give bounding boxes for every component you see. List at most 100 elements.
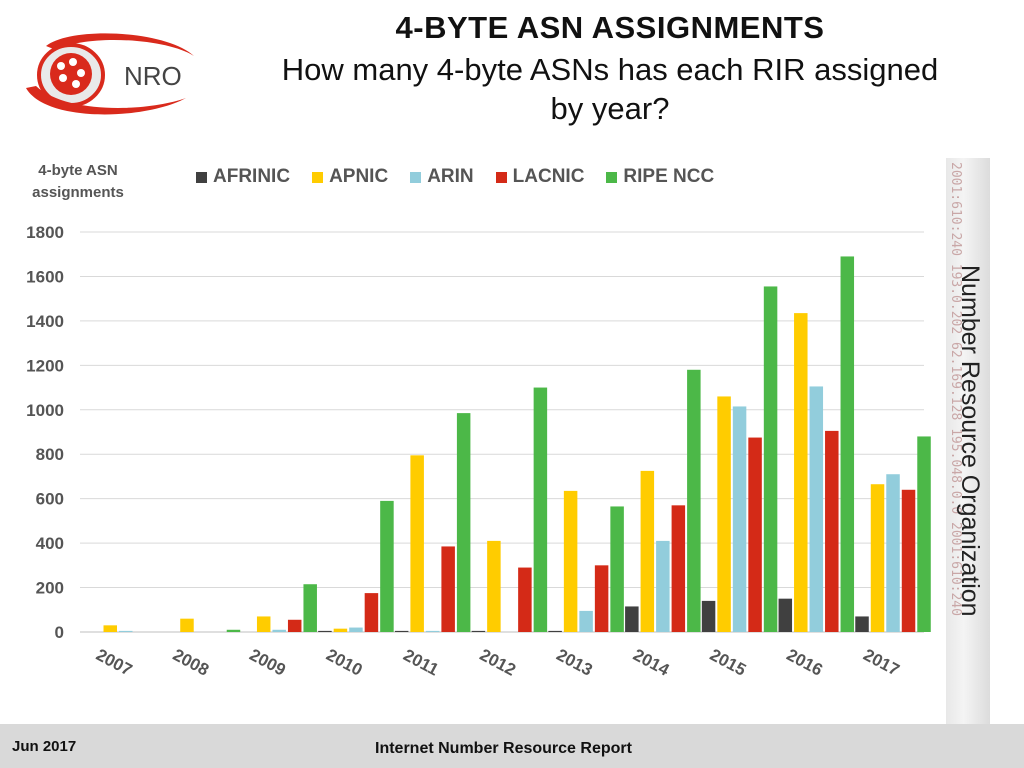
x-tick-label: 2009 [246, 645, 288, 680]
bar-afrinic-2017 [855, 616, 869, 632]
bar-apnic-2012 [487, 540, 501, 632]
legend-item-afrinic: AFRINIC [196, 166, 290, 188]
legend-label-afrinic: AFRINIC [213, 166, 291, 187]
legend-item-arin: ARIN [410, 166, 474, 188]
bar-lacnic-2013 [594, 565, 609, 632]
y-tick-label: 0 [55, 623, 64, 642]
logo-swoosh-top [46, 33, 194, 56]
bar-arin-2011 [425, 630, 440, 632]
bar-arin-2013 [579, 610, 593, 632]
chart-legend: AFRINIC APNIC ARIN LACNIC RIPE NCC [196, 166, 714, 188]
legend-item-apnic: APNIC [312, 166, 388, 188]
bar-apnic-2009 [256, 616, 271, 632]
bar-ripe-ncc-2015 [763, 286, 778, 632]
x-tick-label: 2012 [477, 645, 519, 680]
side-banner-ghost-text: 2001:610:240 193.0.202 62.169.128 195.04… [948, 162, 963, 616]
bar-apnic-2008 [180, 618, 194, 632]
legend-item-lacnic: LACNIC [495, 166, 585, 188]
bar-ripe-ncc-2012 [533, 387, 548, 632]
bar-lacnic-2016 [825, 430, 839, 632]
bar-lacnic-2014 [671, 505, 686, 632]
x-tick-label: 2015 [707, 645, 749, 680]
logo-dot [69, 58, 77, 66]
logo-dot [72, 80, 80, 88]
legend-swatch-apnic [312, 171, 324, 183]
side-banner-background: 2001:610:240 193.0.202 62.169.128 195.04… [946, 158, 990, 724]
bar-ripe-ncc-2013 [610, 506, 624, 632]
logo-dot [59, 74, 67, 82]
y-axis-title-line-2: assignments [32, 184, 124, 201]
bar-arin-2015 [732, 406, 747, 632]
legend-item-ripe-ncc: RIPE NCC [606, 166, 714, 188]
subtitle-line-2: by year? [550, 91, 670, 126]
bar-apnic-2011 [410, 455, 424, 632]
bar-apnic-2017 [870, 484, 885, 632]
legend-label-ripe-ncc: RIPE NCC [623, 166, 715, 187]
bar-apnic-2010 [333, 628, 348, 632]
bar-apnic-2015 [717, 396, 731, 632]
logo-text: NRO [124, 61, 182, 91]
page-title: 4-BYTE ASN ASSIGNMENTS [395, 10, 825, 45]
x-tick-label: 2016 [784, 645, 826, 680]
x-tick-label: 2014 [630, 645, 673, 680]
bar-afrinic-2015 [701, 600, 716, 632]
bar-ripe-ncc-2014 [687, 369, 701, 632]
x-tick-label: 2017 [860, 645, 902, 680]
logo-dot [77, 69, 85, 77]
x-tick-label: 2007 [93, 645, 135, 680]
legend-swatch-arin [410, 171, 422, 183]
bar-arin-2017 [886, 474, 900, 632]
bar-arin-2007 [119, 630, 133, 632]
x-tick-label: 2011 [400, 645, 441, 679]
bar-afrinic-2014 [625, 606, 639, 632]
y-axis-title-line-1: 4-byte ASN [38, 162, 118, 179]
subtitle-line-1: How many 4-byte ASNs has each RIR assign… [281, 52, 939, 87]
legend-label-lacnic: LACNIC [512, 166, 585, 187]
bar-apnic-2013 [563, 490, 578, 632]
legend-label-arin: ARIN [427, 166, 474, 187]
bar-arin-2009 [272, 629, 286, 632]
x-tick-label: 2008 [170, 645, 212, 680]
bar-ripe-ncc-2008 [226, 629, 241, 632]
bar-afrinic-2012 [471, 630, 486, 632]
y-tick-label: 1000 [26, 401, 64, 420]
y-tick-label: 200 [36, 579, 64, 598]
bar-ripe-ncc-2009 [303, 584, 317, 632]
bar-ripe-ncc-2017 [917, 436, 931, 632]
x-tick-label: 2013 [553, 645, 595, 680]
legend-label-apnic: APNIC [329, 166, 389, 187]
bar-lacnic-2017 [901, 489, 916, 632]
logo-swoosh-bottom [26, 86, 186, 115]
legend-swatch-ripe-ncc [606, 171, 618, 183]
bar-lacnic-2011 [441, 546, 455, 632]
side-banner-text: Number Resource Organization [956, 265, 984, 617]
bar-afrinic-2010 [318, 630, 332, 632]
y-tick-label: 600 [36, 490, 64, 509]
y-axis-title: 4-byte ASN assignments [18, 160, 138, 204]
bar-ripe-ncc-2011 [456, 413, 471, 632]
bar-arin-2014 [656, 540, 670, 632]
bar-afrinic-2013 [548, 630, 562, 632]
bar-ripe-ncc-2016 [840, 256, 855, 632]
footer-date: Jun 2017 [12, 738, 77, 755]
y-tick-label: 1800 [26, 223, 64, 242]
bar-lacnic-2010 [364, 593, 379, 632]
bar-apnic-2014 [640, 470, 655, 632]
bar-lacnic-2015 [748, 437, 762, 632]
bar-ripe-ncc-2010 [380, 500, 394, 632]
footer-bar: Jun 2017 Internet Number Resource Report [0, 724, 1024, 768]
title-block: 4-BYTE ASN ASSIGNMENTS How many 4-byte A… [230, 10, 990, 128]
legend-swatch-lacnic [495, 171, 507, 183]
bar-lacnic-2012 [518, 567, 532, 632]
y-tick-label: 800 [36, 445, 64, 464]
bar-chart: 0 200 400 600 800 1000 1200 1400 1600 1800 2007 200… [26, 223, 931, 680]
legend-swatch-afrinic [196, 171, 207, 183]
bar-apnic-2007 [103, 625, 117, 632]
bar-afrinic-2011 [394, 630, 409, 632]
x-tick-label: 2010 [323, 645, 365, 680]
y-tick-label: 400 [36, 534, 64, 553]
y-tick-label: 1600 [26, 267, 64, 286]
bar-arin-2016 [809, 386, 824, 632]
bar-afrinic-2016 [778, 598, 793, 632]
page-subtitle: How many 4-byte ASNs has each RIR assign… [230, 50, 990, 128]
